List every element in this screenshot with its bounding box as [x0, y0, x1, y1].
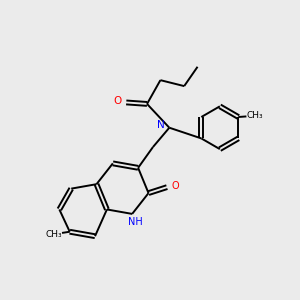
Text: O: O	[114, 96, 122, 106]
Text: O: O	[172, 181, 179, 191]
Text: CH₃: CH₃	[246, 111, 263, 120]
Text: NH: NH	[128, 217, 142, 227]
Text: N: N	[157, 120, 165, 130]
Text: CH₃: CH₃	[46, 230, 63, 238]
